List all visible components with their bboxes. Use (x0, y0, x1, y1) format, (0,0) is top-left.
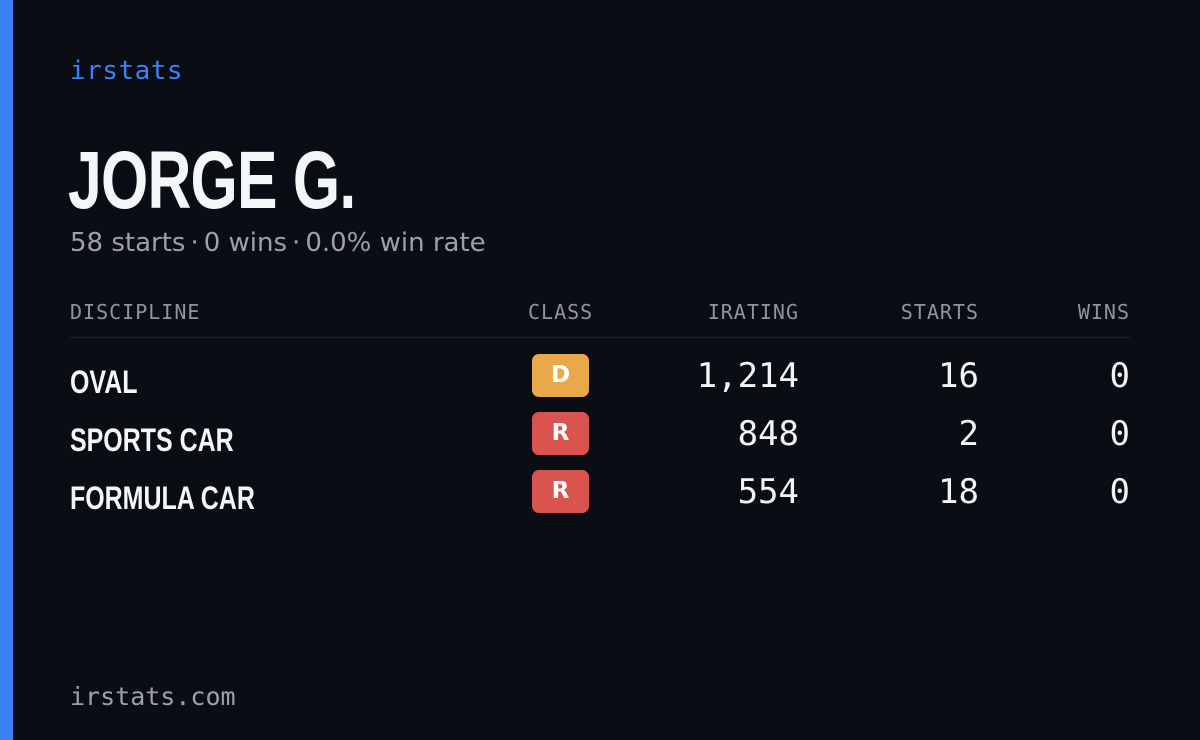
table-row: FORMULA CAR R 554 18 0 (70, 470, 1130, 528)
wins-value: 0 (1109, 472, 1130, 512)
irating-value: 848 (737, 414, 799, 454)
summary-wins: 0 wins (203, 228, 288, 258)
summary-win-rate: 0.0% win rate (305, 228, 486, 258)
footer-url: irstats.com (70, 682, 236, 711)
wins-value: 0 (1109, 414, 1130, 454)
header-discipline: DISCIPLINE (70, 300, 201, 324)
driver-name: JORGE G. (68, 135, 356, 226)
wins-value: 0 (1109, 356, 1130, 396)
discipline-table: DISCIPLINE CLASS IRATING STARTS WINS OVA… (70, 298, 1130, 528)
starts-value: 2 (958, 414, 979, 454)
discipline-name: FORMULA CAR (70, 480, 255, 516)
table-row: OVAL D 1,214 16 0 (70, 354, 1130, 412)
license-class-badge: R (532, 470, 589, 513)
irating-value: 554 (737, 472, 799, 512)
header-wins: WINS (1077, 300, 1130, 324)
table-body: OVAL D 1,214 16 0 SPORTS CAR R 848 2 0 F… (70, 338, 1130, 528)
summary-starts: 58 starts (70, 228, 186, 258)
accent-bar (0, 0, 13, 740)
summary-separator: · (292, 228, 301, 258)
license-class-badge: R (532, 412, 589, 455)
header-starts: STARTS (900, 300, 979, 324)
header-class: CLASS (528, 300, 594, 324)
starts-value: 18 (938, 472, 979, 512)
irating-value: 1,214 (696, 356, 799, 396)
driver-summary: 58 starts · 0 wins · 0.0% win rate (70, 228, 486, 258)
license-class-badge: D (532, 354, 589, 397)
starts-value: 16 (938, 356, 979, 396)
discipline-name: SPORTS CAR (70, 422, 234, 458)
table-row: SPORTS CAR R 848 2 0 (70, 412, 1130, 470)
header-irating: IRATING (707, 300, 799, 324)
brand-logo: irstats (70, 56, 184, 86)
summary-separator: · (190, 228, 199, 258)
table-header: DISCIPLINE CLASS IRATING STARTS WINS (70, 298, 1130, 338)
discipline-name: OVAL (70, 364, 138, 400)
